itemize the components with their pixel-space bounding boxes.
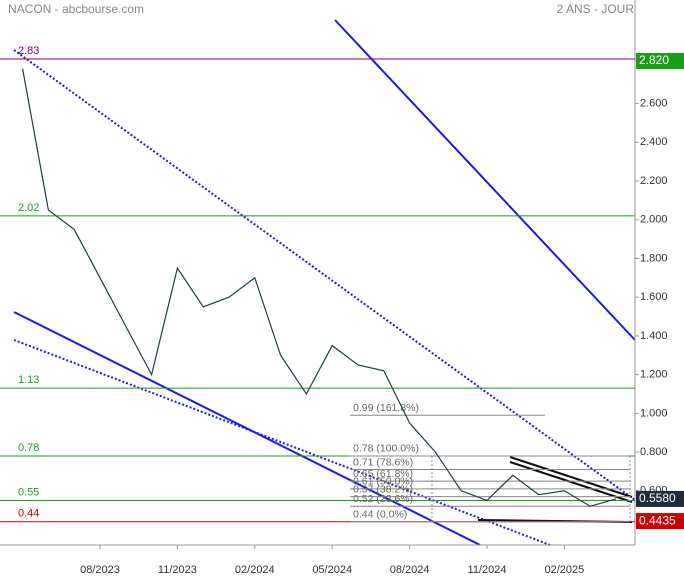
fib-label: 0.65 (61.8%) — [353, 468, 413, 480]
fib-label: 0.61 (50.0%) — [353, 476, 413, 488]
price-label: 0.5580 — [639, 491, 676, 505]
x-tick-label: 11/2024 — [468, 564, 507, 576]
price-label-box — [636, 490, 684, 507]
price-label: 0.4435 — [639, 513, 676, 527]
chart-subtitle: 2 ANS - JOUR — [557, 2, 635, 16]
fib-label: 0.71 (78.6%) — [353, 456, 413, 468]
x-tick-label: 02/2025 — [545, 564, 585, 576]
y-tick-label: 1.600 — [640, 291, 668, 303]
y-tick-label: 1.400 — [640, 330, 668, 342]
level-label: 0.55 — [18, 486, 39, 498]
trend-line — [509, 456, 633, 498]
y-tick-label: 2.200 — [640, 175, 668, 187]
x-tick-label: 11/2023 — [158, 564, 197, 576]
y-tick-label: 2.000 — [640, 214, 668, 226]
trend-line — [509, 461, 633, 503]
chart-title: NACON - abcbourse.com — [8, 2, 144, 16]
fib-label: 0.44 (0.0%) — [353, 509, 407, 521]
trend-lines — [13, 19, 636, 546]
level-label: 2.83 — [18, 45, 39, 57]
trend-line — [334, 19, 636, 341]
price-line — [22, 68, 617, 507]
y-tick-label: 1.800 — [640, 252, 668, 264]
x-tick-label: 08/2024 — [390, 564, 430, 576]
y-tick-label: 1.200 — [640, 369, 668, 381]
y-tick-label: 2.600 — [640, 97, 668, 109]
y-tick-label: 2.400 — [640, 136, 668, 148]
trend-line — [13, 339, 551, 546]
fib-label: 0.99 (161.8%) — [353, 402, 419, 414]
x-tick-label: 08/2023 — [80, 564, 120, 576]
y-tick-label: 0.800 — [640, 446, 668, 458]
fib-label: 0.52 (23.6%) — [353, 493, 413, 505]
level-label: 2.02 — [18, 202, 39, 214]
level-label: 1.13 — [18, 374, 39, 386]
y-tick-label: 1.000 — [640, 407, 668, 419]
level-label: 0.44 — [18, 508, 39, 520]
price-label: 2.820 — [639, 53, 669, 67]
fib-label: 0.57 (38.2%) — [353, 483, 413, 495]
price-label-box — [636, 513, 684, 530]
fib-label: 0.78 (100.0%) — [353, 443, 419, 455]
x-tick-label: 05/2024 — [312, 564, 352, 576]
level-label: 0.78 — [18, 442, 39, 454]
price-label-box — [636, 52, 684, 69]
trend-line — [13, 49, 636, 501]
x-tick-label: 02/2024 — [235, 564, 275, 576]
